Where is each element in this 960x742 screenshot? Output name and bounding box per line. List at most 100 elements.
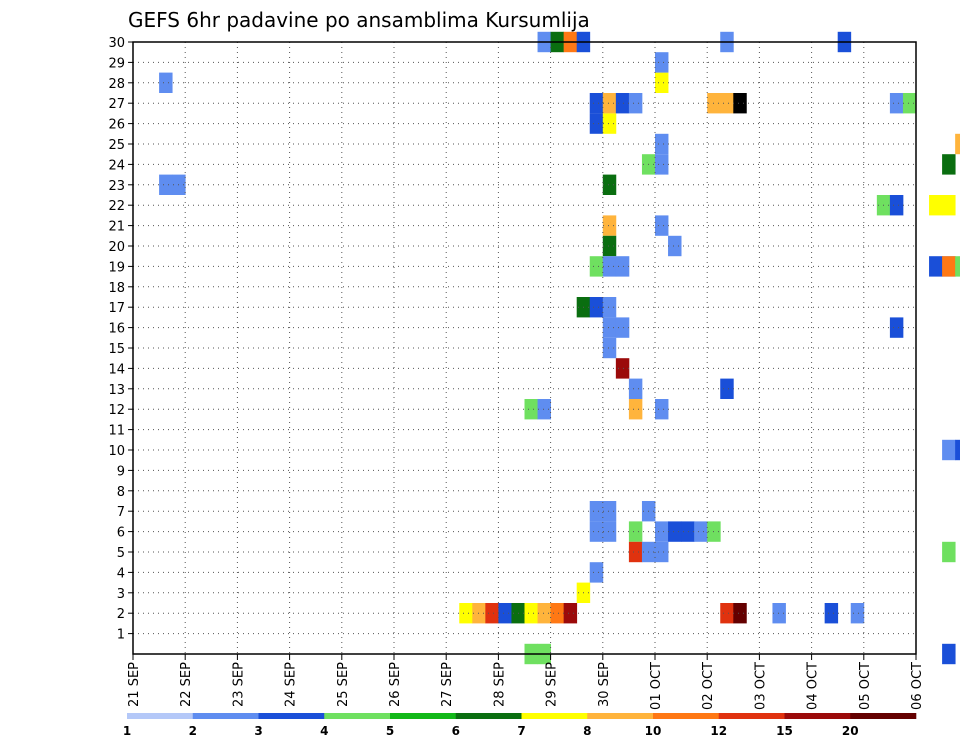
y-tick-label: 29 bbox=[108, 56, 125, 71]
data-cell bbox=[628, 541, 643, 563]
y-tick-label: 17 bbox=[108, 301, 125, 316]
data-cell bbox=[655, 215, 669, 236]
data-cell bbox=[537, 603, 551, 624]
data-cell bbox=[472, 603, 486, 624]
data-cell bbox=[615, 358, 630, 379]
data-cell bbox=[537, 399, 551, 420]
y-tick-label: 18 bbox=[108, 281, 125, 296]
data-cell bbox=[655, 133, 669, 155]
colorbar-segment bbox=[258, 713, 325, 719]
data-cell bbox=[955, 439, 960, 461]
data-cell bbox=[720, 378, 734, 399]
data-cell bbox=[733, 93, 747, 114]
data-cell bbox=[668, 521, 682, 542]
data-cell bbox=[524, 603, 538, 624]
data-cell bbox=[942, 195, 956, 216]
data-cell bbox=[942, 643, 956, 665]
data-cell bbox=[681, 521, 695, 542]
y-tick-label: 21 bbox=[108, 220, 125, 235]
data-cell bbox=[902, 93, 917, 114]
y-tick-label: 20 bbox=[108, 240, 125, 255]
data-cell bbox=[602, 501, 617, 522]
x-tick-label: 05 OCT bbox=[858, 662, 873, 710]
data-cell bbox=[628, 378, 643, 399]
data-cell bbox=[668, 235, 682, 257]
x-tick-label: 21 SEP bbox=[127, 662, 142, 707]
y-tick-label: 9 bbox=[117, 464, 125, 479]
y-tick-label: 27 bbox=[108, 97, 125, 112]
data-cell bbox=[563, 603, 578, 624]
x-tick-label: 06 OCT bbox=[910, 662, 925, 710]
y-tick-label: 12 bbox=[108, 403, 125, 418]
x-tick-label: 30 SEP bbox=[597, 662, 612, 707]
colorbar-label: 6 bbox=[452, 724, 460, 738]
data-cell bbox=[655, 541, 669, 563]
x-tick-label: 24 SEP bbox=[284, 662, 299, 707]
y-tick-label: 16 bbox=[108, 322, 125, 337]
colorbar-label: 3 bbox=[254, 724, 262, 738]
x-tick-label: 03 OCT bbox=[753, 662, 768, 710]
data-cell bbox=[655, 399, 669, 420]
data-cell bbox=[602, 337, 617, 359]
data-cell bbox=[929, 195, 943, 216]
y-tick-label: 6 bbox=[117, 526, 125, 541]
data-cell bbox=[602, 297, 617, 318]
colorbar: 1 2 3 4 5 6 7 8 10 12 15 20 bbox=[123, 713, 917, 738]
y-axis: 1234567891011121314151617181920212223242… bbox=[108, 36, 133, 643]
data-cell bbox=[589, 93, 604, 114]
data-cell bbox=[159, 174, 173, 195]
data-cell bbox=[929, 256, 943, 277]
data-cell bbox=[589, 562, 604, 583]
colorbar-segment bbox=[521, 713, 588, 719]
x-tick-label: 04 OCT bbox=[806, 662, 821, 710]
data-cell bbox=[602, 521, 617, 542]
data-cell bbox=[602, 256, 617, 277]
y-tick-label: 23 bbox=[108, 179, 125, 194]
data-cell bbox=[733, 603, 747, 624]
data-cell bbox=[589, 113, 604, 134]
data-cell bbox=[942, 541, 956, 563]
x-tick-label: 27 SEP bbox=[440, 662, 455, 707]
data-cell bbox=[942, 154, 956, 175]
data-cell bbox=[524, 399, 538, 420]
colorbar-segment bbox=[127, 713, 194, 719]
colorbar-label: 20 bbox=[842, 724, 859, 738]
data-cell bbox=[720, 93, 734, 114]
data-cell bbox=[589, 521, 604, 542]
colorbar-label: 12 bbox=[710, 724, 727, 738]
y-tick-label: 2 bbox=[117, 607, 125, 622]
data-cell bbox=[159, 72, 173, 93]
y-tick-label: 13 bbox=[108, 383, 125, 398]
colorbar-segment bbox=[587, 713, 654, 719]
data-cell bbox=[589, 297, 604, 318]
data-cell bbox=[824, 603, 839, 624]
data-cell bbox=[498, 603, 512, 624]
data-cell bbox=[459, 603, 473, 624]
x-tick-label: 01 OCT bbox=[649, 662, 664, 710]
y-tick-label: 28 bbox=[108, 77, 125, 92]
y-tick-label: 15 bbox=[108, 342, 125, 357]
y-tick-label: 22 bbox=[108, 199, 125, 214]
colorbar-segment bbox=[390, 713, 457, 719]
y-tick-label: 26 bbox=[108, 118, 125, 133]
colorbar-label: 5 bbox=[386, 724, 394, 738]
data-cell bbox=[720, 603, 734, 624]
data-cell bbox=[602, 93, 617, 114]
chart-title: GEFS 6hr padavine po ansamblima Kursumli… bbox=[128, 8, 590, 32]
x-tick-label: 22 SEP bbox=[179, 662, 194, 707]
data-cell bbox=[602, 215, 617, 236]
data-cell bbox=[655, 72, 669, 93]
y-tick-label: 4 bbox=[117, 566, 125, 581]
x-axis: 21 SEP 22 SEP 23 SEP 24 SEP 25 SEP 26 SEP 27 S… bbox=[127, 654, 925, 710]
colorbar-label: 4 bbox=[320, 724, 328, 738]
colorbar-label: 1 bbox=[123, 724, 131, 738]
data-cell bbox=[615, 93, 630, 114]
grid-lines bbox=[133, 41, 916, 654]
y-tick-label: 1 bbox=[117, 628, 125, 643]
x-tick-label: 28 SEP bbox=[492, 662, 507, 707]
data-cell bbox=[550, 603, 565, 624]
y-tick-label: 10 bbox=[108, 444, 125, 459]
colorbar-segment bbox=[455, 713, 522, 719]
colorbar-segment bbox=[718, 713, 785, 719]
